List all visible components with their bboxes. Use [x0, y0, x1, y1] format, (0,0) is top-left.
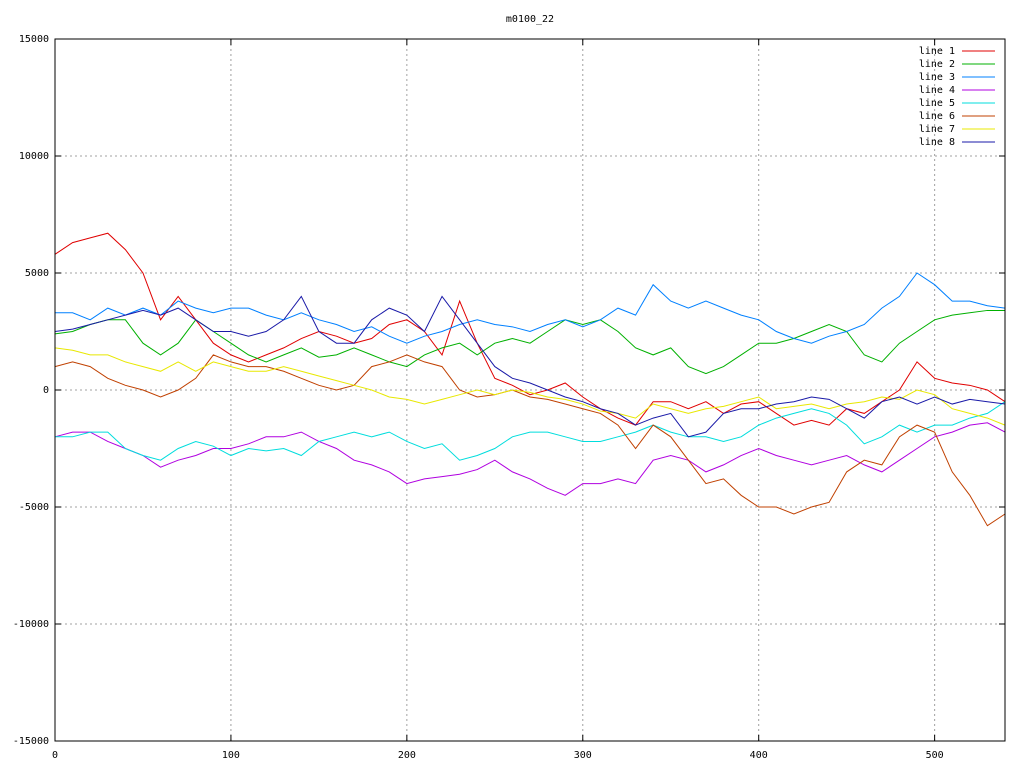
legend-label: line 5 — [919, 98, 955, 109]
data-line — [54, 295, 1006, 438]
y-tick-label: 10000 — [19, 151, 49, 162]
y-tick-label: 5000 — [25, 268, 49, 279]
x-tick-label: 300 — [574, 750, 592, 761]
x-tick-label: 100 — [222, 750, 240, 761]
x-tick-label: 400 — [750, 750, 768, 761]
x-tick-label: 500 — [926, 750, 944, 761]
y-tick-label: 15000 — [19, 34, 49, 45]
plot-frame — [54, 38, 1006, 742]
data-line — [55, 272, 1006, 344]
y-tick-label: -5000 — [19, 502, 49, 513]
legend-label: line 2 — [919, 59, 955, 70]
data-line — [54, 422, 1006, 496]
legend-label: line 1 — [919, 46, 955, 57]
y-tick-label: 0 — [43, 385, 49, 396]
legend-label: line 3 — [919, 72, 955, 83]
chart-title: m0100_22 — [506, 14, 554, 25]
data-line — [55, 401, 1006, 461]
x-tick-label: 0 — [52, 750, 58, 761]
legend-label: line 6 — [919, 111, 955, 122]
x-tick-label: 200 — [398, 750, 416, 761]
y-tick-label: -15000 — [13, 736, 49, 747]
data-line — [54, 354, 1006, 527]
legend-label: line 7 — [919, 124, 955, 135]
legend-label: line 8 — [919, 137, 955, 148]
data-line — [54, 347, 1006, 426]
y-tick-label: -10000 — [13, 619, 49, 630]
legend-label: line 4 — [919, 85, 955, 96]
